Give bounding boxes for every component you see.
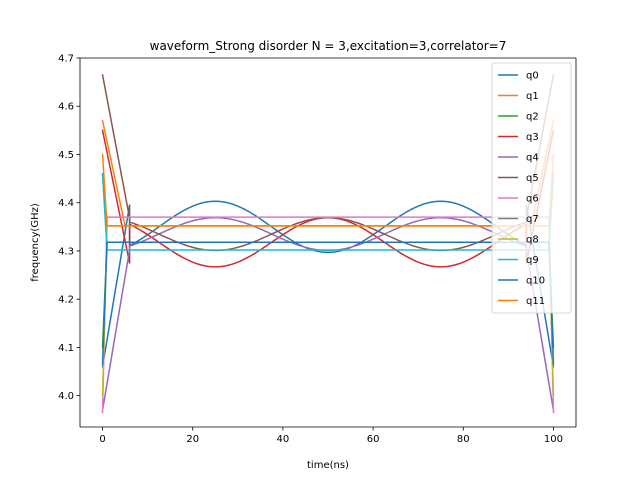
x-tick-label: 100	[544, 434, 563, 445]
y-tick-label: 4.6	[58, 102, 74, 113]
x-tick-label: 60	[367, 434, 380, 445]
legend-label-q10: q10	[526, 276, 545, 287]
y-tick-label: 4.2	[58, 295, 74, 306]
y-tick-label: 4.3	[58, 246, 74, 257]
y-axis-label: frequency(GHz)	[30, 203, 41, 282]
x-axis-label: time(ns)	[307, 460, 349, 471]
legend-label-q9: q9	[526, 255, 539, 266]
chart-title: waveform_Strong disorder N = 3,excitatio…	[150, 39, 507, 53]
legend-label-q6: q6	[526, 194, 539, 205]
series-line-q0	[101, 200, 555, 368]
y-tick-label: 4.0	[58, 391, 74, 402]
legend-label-q7: q7	[526, 214, 539, 225]
y-tick-label: 4.4	[58, 198, 74, 209]
legend-label-q2: q2	[526, 112, 539, 123]
legend-label-q11: q11	[526, 296, 545, 307]
legend-label-q8: q8	[526, 235, 539, 246]
legend-label-q0: q0	[526, 71, 539, 82]
x-axis-ticks: 0 20 40 60 80 100	[99, 427, 563, 445]
x-tick-label: 40	[277, 434, 290, 445]
legend-frame	[491, 62, 572, 314]
y-tick-label: 4.7	[58, 54, 74, 65]
y-tick-label: 4.1	[58, 343, 74, 354]
y-axis-ticks: 4.0 4.1 4.2 4.3 4.4 4.5 4.6 4.7	[58, 54, 80, 402]
legend-label-q1: q1	[526, 91, 539, 102]
legend-label-q4: q4	[526, 153, 539, 164]
x-tick-label: 80	[457, 434, 470, 445]
x-tick-label: 0	[99, 434, 105, 445]
axes-spines	[79, 57, 577, 428]
legend-label-q3: q3	[526, 132, 539, 143]
legend-label-q5: q5	[526, 173, 539, 184]
x-tick-label: 20	[186, 434, 199, 445]
legend: q0 q1 q2 q3 q4 q5 q6 q7 q8 q9 q10 q11	[491, 62, 572, 314]
y-tick-label: 4.5	[58, 150, 74, 161]
